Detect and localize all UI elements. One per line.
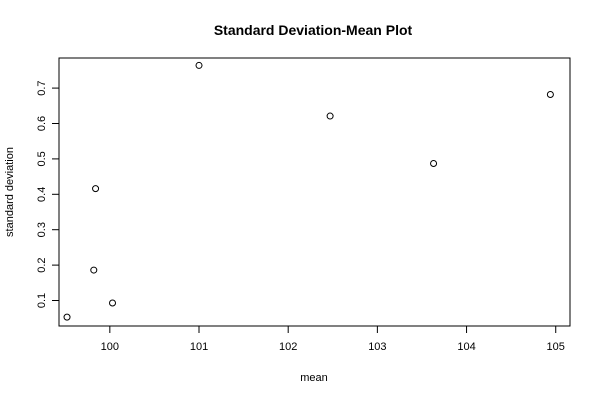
chart-title: Standard Deviation-Mean Plot — [214, 22, 413, 38]
y-tick-label: 0.1 — [36, 293, 48, 308]
y-tick-label: 0.4 — [36, 187, 48, 202]
data-point — [326, 112, 334, 120]
x-tick-label: 101 — [190, 341, 208, 353]
data-points — [63, 61, 554, 321]
data-point — [63, 313, 71, 321]
y-axis: 0.1 0.2 0.3 0.4 0.5 0.6 0.7 — [36, 80, 60, 308]
x-tick-label: 105 — [547, 341, 565, 353]
data-point — [109, 299, 117, 307]
x-tick-label: 100 — [101, 341, 119, 353]
y-axis-label: standard deviation — [4, 147, 16, 237]
y-tick-label: 0.6 — [36, 116, 48, 131]
y-tick-label: 0.5 — [36, 151, 48, 166]
data-point — [195, 61, 203, 69]
x-axis-label: mean — [300, 372, 328, 384]
data-point — [92, 185, 100, 193]
x-tick-label: 104 — [457, 341, 475, 353]
x-tick-label: 102 — [279, 341, 297, 353]
data-point — [546, 90, 554, 98]
y-tick-label: 0.2 — [36, 257, 48, 272]
y-tick-label: 0.7 — [36, 80, 48, 95]
y-tick-label: 0.3 — [36, 222, 48, 237]
data-point — [430, 160, 438, 168]
plot-area-frame — [58, 57, 571, 327]
x-axis: 100 101 102 103 104 105 — [101, 325, 565, 353]
data-point — [90, 266, 98, 274]
x-tick-label: 103 — [368, 341, 386, 353]
